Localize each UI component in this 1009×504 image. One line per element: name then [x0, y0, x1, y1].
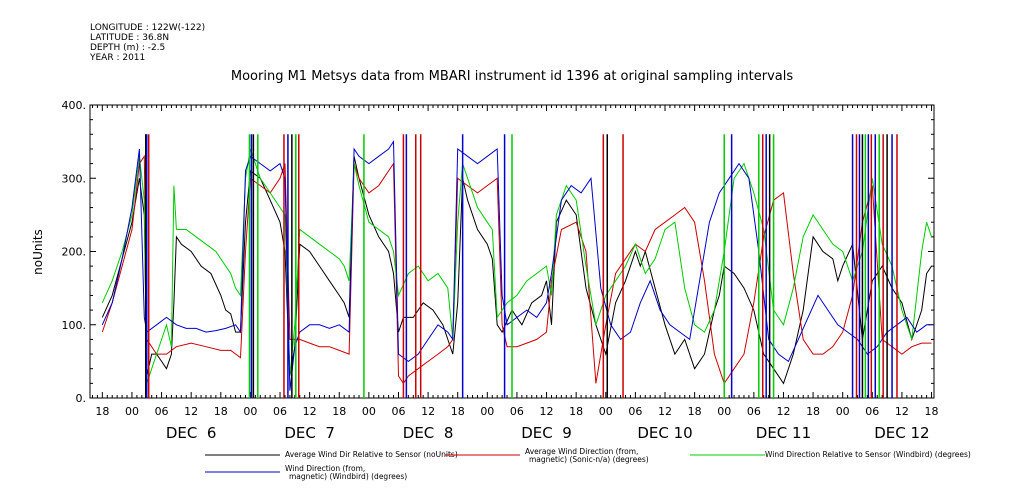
x-tick-label: 18 [332, 405, 346, 418]
day-label: DEC 11 [756, 424, 811, 442]
x-tick-label: 12 [895, 405, 909, 418]
series-line-3 [101, 139, 932, 391]
legend-label-2: Wind Direction Relative to Sensor (Windb… [765, 450, 971, 459]
x-tick-label: 12 [421, 405, 435, 418]
day-label: DEC 6 [166, 424, 217, 442]
series-group [101, 134, 932, 398]
x-tick-label: 00 [243, 405, 257, 418]
y-tick-label: 200. [62, 246, 87, 259]
x-tick-label: 00 [717, 405, 731, 418]
day-label: DEC 7 [284, 424, 335, 442]
legend-label-1-line2: magnetic) (Sonic-n/a) (degrees) [529, 455, 649, 464]
y-tick-label: 0. [76, 392, 87, 405]
legend-label-1: Average Wind Direction (from, [525, 447, 638, 456]
y-tick-label: 100. [62, 319, 87, 332]
x-tick-label: 12 [776, 405, 790, 418]
y-tick-label: 400. [62, 99, 87, 112]
day-label: DEC 9 [521, 424, 572, 442]
y-tick-label: 300. [62, 172, 87, 185]
legend: Average Wind Dir Relative to Sensor (noU… [205, 447, 971, 481]
x-tick-label: 12 [303, 405, 317, 418]
x-tick-label: 18 [688, 405, 702, 418]
x-tick-label: 06 [747, 405, 761, 418]
x-tick-label: 00 [480, 405, 494, 418]
metadata-block: LONGITUDE : 122W(-122) LATITUDE : 36.8N … [89, 23, 205, 63]
meta-year: YEAR : 2011 [89, 53, 145, 63]
x-tick-label: 12 [184, 405, 198, 418]
series-line-1 [101, 154, 932, 385]
y-axis: 0. 100. 200. 300. 400. [62, 99, 934, 405]
meta-longitude: LONGITUDE : 122W(-122) [90, 23, 205, 33]
x-axis: 18 00 06 12 18 00 06 12 18 00 06 12 18 00 06 12 18 00 06 12… [91, 105, 939, 442]
series-line-0 [101, 156, 932, 385]
legend-label-3-line2: magnetic) (Windbird) (degrees) [289, 472, 407, 481]
x-tick-label: 06 [273, 405, 287, 418]
meta-depth: DEPTH (m) : -2.5 [90, 43, 165, 53]
chart-title: Mooring M1 Metsys data from MBARI instru… [231, 69, 793, 84]
x-tick-label: 00 [125, 405, 139, 418]
day-label: DEC 8 [403, 424, 454, 442]
legend-label-3: Wind Direction (from, [285, 464, 365, 473]
x-tick-label: 06 [510, 405, 524, 418]
x-tick-label: 06 [865, 405, 879, 418]
x-tick-label: 18 [451, 405, 465, 418]
meta-latitude: LATITUDE : 36.8N [90, 33, 169, 43]
x-tick-label: 18 [925, 405, 939, 418]
x-tick-label: 06 [155, 405, 169, 418]
y-axis-label: noUnits [31, 229, 45, 275]
x-tick-label: 18 [214, 405, 228, 418]
series-line-2 [101, 148, 932, 384]
x-tick-label: 12 [540, 405, 554, 418]
x-tick-label: 12 [658, 405, 672, 418]
x-tick-label: 06 [391, 405, 405, 418]
x-tick-label: 00 [599, 405, 613, 418]
day-label: DEC 10 [637, 424, 692, 442]
x-tick-label: 18 [95, 405, 109, 418]
day-label: DEC 12 [874, 424, 929, 442]
x-tick-label: 06 [628, 405, 642, 418]
legend-label-0: Average Wind Dir Relative to Sensor (noU… [285, 450, 458, 459]
x-tick-label: 18 [569, 405, 583, 418]
x-tick-label: 00 [836, 405, 850, 418]
x-tick-label: 18 [806, 405, 820, 418]
x-tick-label: 00 [362, 405, 376, 418]
